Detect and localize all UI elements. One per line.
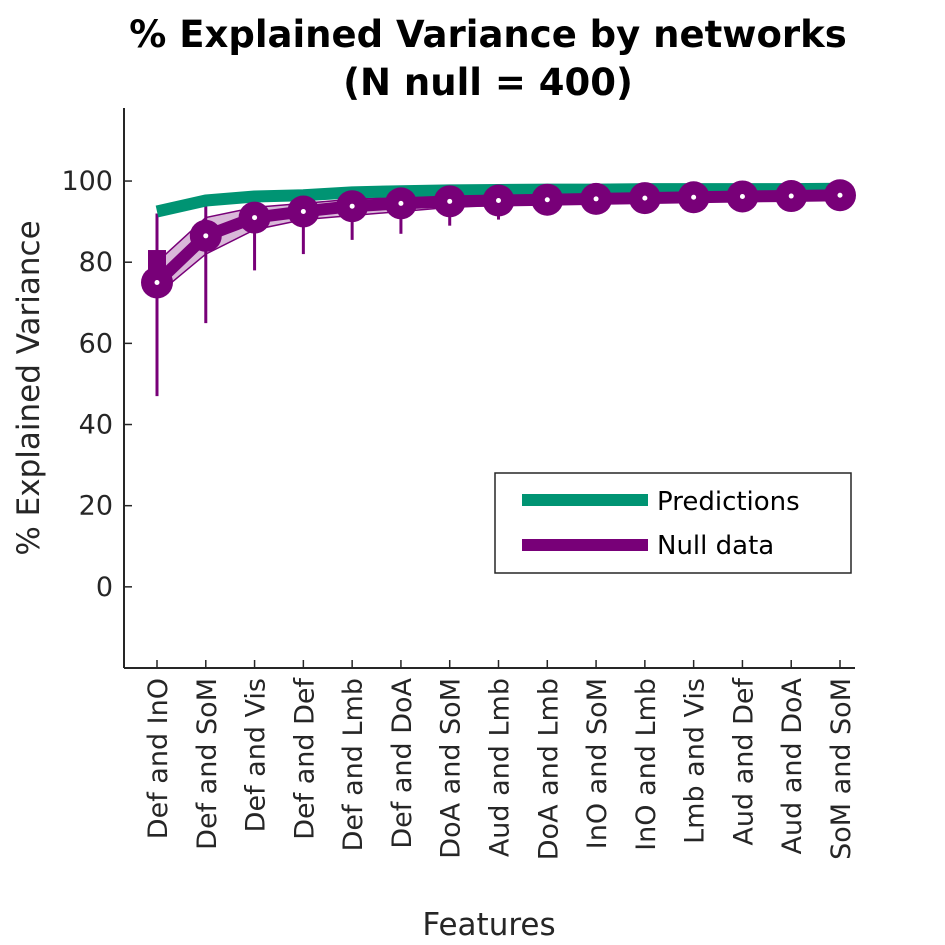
null-data-point-center	[544, 197, 550, 203]
null-data-point-center	[398, 200, 404, 206]
x-tick-label: DoA and SoM	[436, 678, 467, 859]
x-tick-label: Def and InO	[143, 678, 174, 839]
null-data-point-center	[739, 193, 745, 199]
null-data-point-center	[837, 192, 843, 198]
x-tick-label: Def and SoM	[192, 678, 223, 850]
x-tick-label: Def and Lmb	[338, 678, 369, 851]
null-data-point-center	[154, 279, 160, 285]
x-tick-label: InO and Lmb	[631, 678, 662, 851]
legend-box	[494, 472, 852, 574]
chart-title-line1: % Explained Variance by networks	[129, 13, 847, 56]
x-tick-label: Def and Vis	[241, 678, 272, 832]
null-data-point-center	[788, 193, 794, 199]
plot-area	[141, 179, 856, 397]
y-tick-label: 80	[79, 247, 113, 278]
legend-label-predictions: Predictions	[657, 487, 800, 517]
y-axis-label: % Explained Variance	[11, 220, 47, 555]
x-tick-label: Aud and Lmb	[485, 678, 516, 857]
x-tick-label: Def and DoA	[387, 677, 418, 848]
null-data-point-center	[496, 198, 501, 204]
y-ticks: 0 20 40 60 80 100	[61, 166, 132, 603]
legend: Predictions Null data	[494, 472, 852, 574]
x-ticks: Def and InO Def and SoM Def and Vis Def and…	[143, 660, 857, 860]
axes	[123, 108, 855, 669]
legend-label-null-data: Null data	[657, 531, 774, 561]
null-data-point-center	[593, 196, 599, 202]
y-tick-label: 60	[79, 328, 113, 359]
x-tick-label: Def and Def	[289, 677, 320, 840]
x-tick-label: InO and SoM	[582, 678, 613, 849]
null-data-point-center	[447, 198, 453, 204]
null-data-point-center	[300, 208, 306, 214]
chart-title-line2: (N null = 400)	[343, 61, 633, 104]
y-tick-label: 20	[79, 491, 113, 522]
x-tick-label: SoM and SoM	[826, 678, 857, 860]
y-tick-label: 40	[79, 410, 113, 441]
x-tick-label: Aud and DoA	[777, 677, 808, 854]
null-data-point-center	[349, 203, 355, 209]
y-tick-label: 0	[96, 572, 113, 603]
x-axis-label: Features	[422, 907, 555, 943]
null-data-point-center	[691, 194, 697, 200]
x-tick-label: DoA and Lmb	[533, 678, 564, 860]
x-tick-label: Aud and Def	[728, 677, 759, 846]
y-tick-label: 100	[61, 166, 113, 197]
x-tick-label: Lmb and Vis	[680, 678, 711, 844]
null-data-point-center	[203, 233, 209, 239]
null-data-point-center	[642, 195, 648, 201]
null-data-point-center	[252, 215, 258, 221]
